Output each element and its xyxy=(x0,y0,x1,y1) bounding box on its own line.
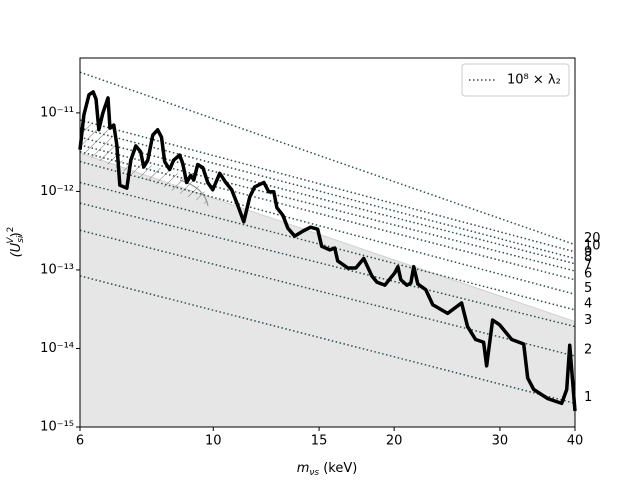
hatched-region xyxy=(80,122,208,205)
line-label: 20 xyxy=(584,231,601,246)
coupling-line xyxy=(79,71,576,246)
hatch-edge xyxy=(179,179,209,207)
x-label-part: νs xyxy=(309,468,319,478)
x-tick-label: 6 xyxy=(76,434,84,449)
y-label-part: V xyxy=(6,237,16,244)
x-tick-label: 15 xyxy=(311,434,328,449)
coupling-line xyxy=(79,229,576,357)
y-tick-label: 10⁻¹³ xyxy=(40,262,74,277)
coupling-line xyxy=(79,181,576,311)
y-label-part: 2 xyxy=(6,227,16,233)
line-label: 7 xyxy=(584,257,592,272)
line-label: 6 xyxy=(584,266,592,281)
limit-curve xyxy=(78,90,577,412)
coupling-line xyxy=(79,275,576,405)
line-label: 5 xyxy=(584,281,592,296)
line-label: 3 xyxy=(584,313,592,328)
legend: 10⁸ × λ₂ xyxy=(461,63,570,97)
x-label-part: (keV) xyxy=(319,461,357,476)
y-label-part: ) xyxy=(9,232,24,237)
x-tick-label: 20 xyxy=(386,434,403,449)
x-tick-label: 10 xyxy=(205,434,222,449)
x-label-part: m xyxy=(297,461,310,476)
coupling-line xyxy=(79,144,576,272)
axes-frame xyxy=(79,57,576,428)
coupling-line xyxy=(79,202,576,328)
line-label: 1 xyxy=(584,390,592,405)
y-tick-label: 10⁻¹⁵ xyxy=(40,420,74,435)
y-label-part: (U xyxy=(9,242,24,257)
x-tick-label: 40 xyxy=(567,434,584,449)
line-label: 9 xyxy=(584,245,592,260)
y-tick-label: 10⁻¹⁴ xyxy=(40,341,74,356)
coupling-line xyxy=(79,151,576,281)
line-label: 10 xyxy=(584,238,601,253)
legend-box xyxy=(461,63,570,97)
legend-label: 10⁸ × λ₂ xyxy=(507,73,561,88)
y-label-part: si xyxy=(16,235,26,243)
x-axis-label: mνs (keV) xyxy=(297,461,358,478)
coupling-line xyxy=(79,160,576,295)
y-tick-label: 10⁻¹² xyxy=(40,184,74,199)
x-tick-label: 30 xyxy=(492,434,509,449)
y-tick-label: 10⁻¹¹ xyxy=(40,105,74,120)
y-axis-label: (UsiV)2 xyxy=(6,227,26,258)
line-label: 2 xyxy=(584,343,592,358)
line-label: 4 xyxy=(584,296,592,311)
plot-layer xyxy=(78,71,577,412)
line-label: 8 xyxy=(584,250,592,265)
excluded-region xyxy=(80,152,575,428)
